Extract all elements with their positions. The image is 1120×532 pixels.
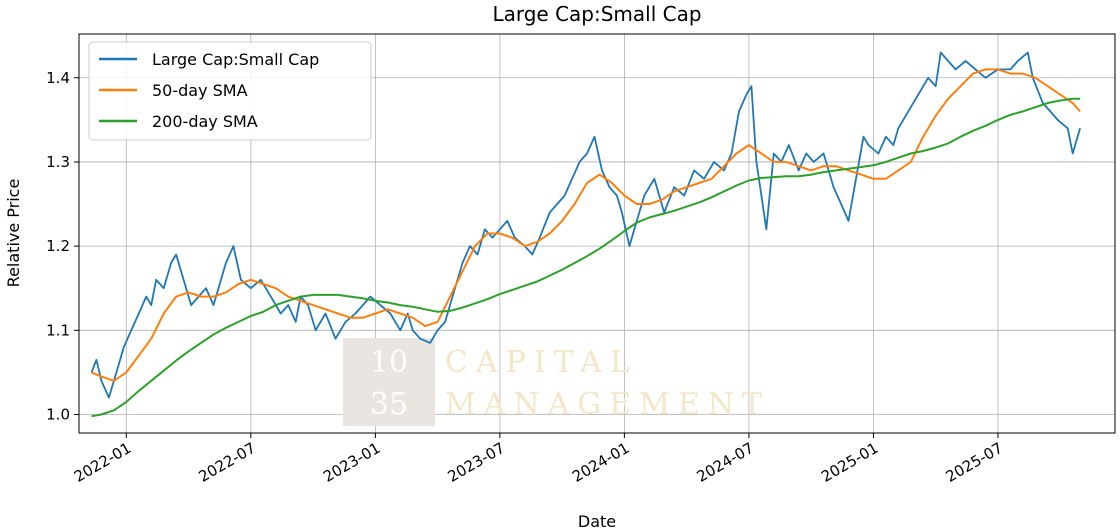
series-layer [90,51,1081,418]
y-tick-label: 1.4 [46,69,70,87]
y-axis-label: Relative Price [4,179,23,288]
series-line-sma50 [91,68,1081,382]
plot-frame [78,33,1116,434]
watermark: 10 35 CAPITAL MANAGEMENT [343,338,770,426]
y-tick-label: 1.0 [46,405,70,423]
watermark-text-top: CAPITAL [445,345,638,380]
watermark-number-bottom: 35 [370,387,408,422]
y-axis: 1.0 1.1 1.2 1.3 1.4 [46,69,79,423]
grid-layer [79,34,1115,433]
legend-label-sma200: 200-day SMA [152,112,258,131]
y-tick-label: 1.1 [46,321,70,339]
watermark-text-bottom: MANAGEMENT [445,387,770,422]
legend: Large Cap:Small Cap 50-day SMA 200-day S… [88,41,372,141]
watermark-box [343,338,435,426]
x-axis-label: Date [578,512,616,531]
legend-label-sma50: 50-day SMA [152,81,248,100]
legend-label-large-small: Large Cap:Small Cap [152,50,319,69]
y-tick-label: 1.2 [46,237,70,255]
series-line-large-small [90,51,1081,399]
chart-title: Large Cap:Small Cap [492,2,701,26]
series-line-sma200 [91,97,1081,418]
legend-box [88,41,372,141]
watermark-number-top: 10 [370,345,408,380]
y-tick-label: 1.3 [46,153,70,171]
